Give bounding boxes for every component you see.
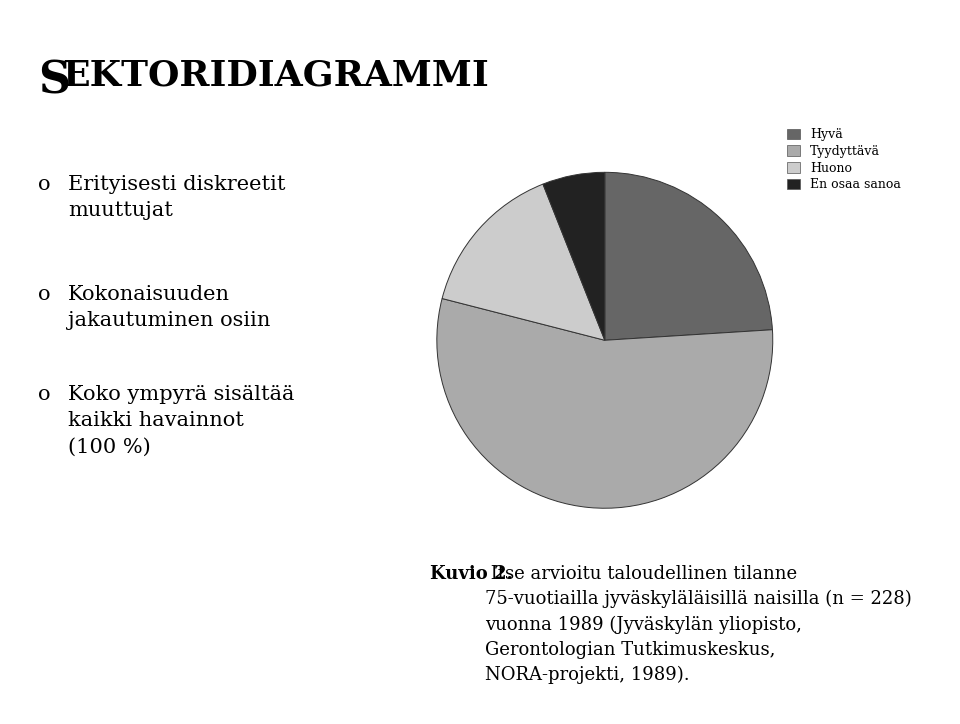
Wedge shape (437, 298, 773, 508)
Text: o: o (38, 175, 51, 194)
Text: Itse arvioitu taloudellinen tilanne
75-vuotiailla jyväskyläläisillä naisilla (n : Itse arvioitu taloudellinen tilanne 75-v… (485, 565, 912, 684)
Text: Kuvio 2.: Kuvio 2. (430, 565, 513, 583)
Text: o: o (38, 285, 51, 304)
Text: EKTORIDIAGRAMMI: EKTORIDIAGRAMMI (62, 58, 489, 92)
Text: o: o (38, 385, 51, 404)
Legend: Hyvä, Tyydyttävä, Huono, En osaa sanoa: Hyvä, Tyydyttävä, Huono, En osaa sanoa (787, 128, 900, 191)
Text: Kokonaisuuden
jakautuminen osiin: Kokonaisuuden jakautuminen osiin (68, 285, 271, 330)
Text: S: S (38, 60, 70, 103)
Wedge shape (605, 172, 773, 340)
Wedge shape (543, 172, 605, 340)
Text: Koko ympyrä sisältää
kaikki havainnot
(100 %): Koko ympyrä sisältää kaikki havainnot (1… (68, 385, 295, 457)
Wedge shape (443, 184, 605, 340)
Text: Erityisesti diskreetit
muuttujat: Erityisesti diskreetit muuttujat (68, 175, 285, 221)
